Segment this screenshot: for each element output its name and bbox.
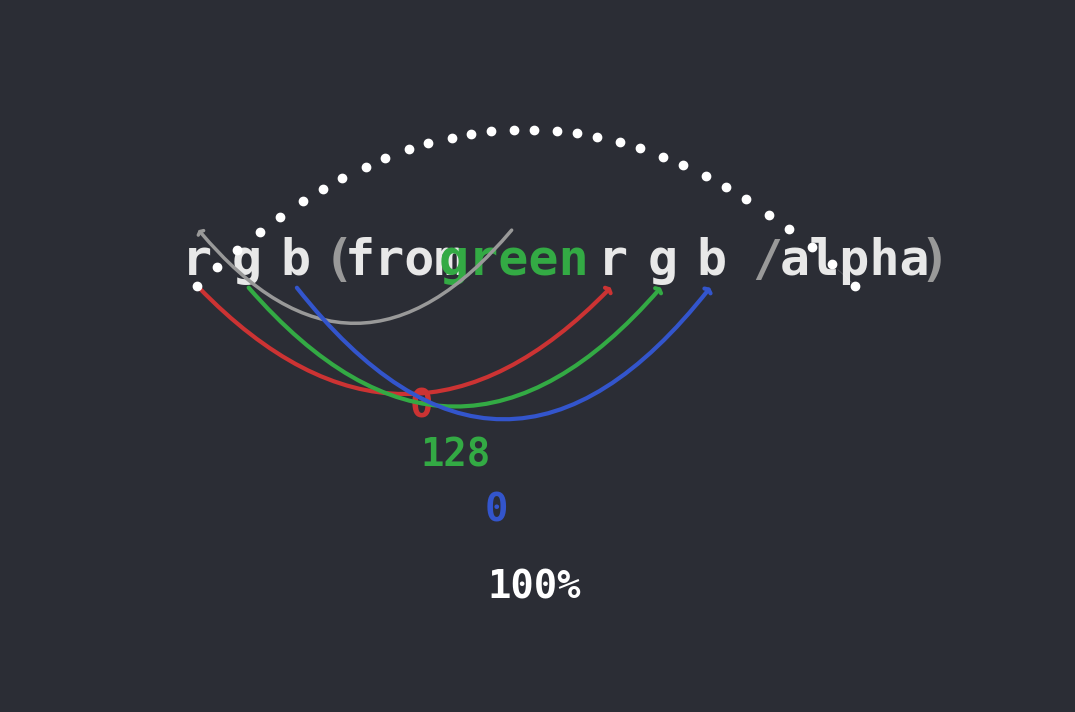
- Text: g: g: [232, 237, 262, 285]
- Text: (: (: [324, 237, 354, 285]
- Text: green: green: [439, 237, 589, 285]
- Text: b: b: [697, 237, 727, 285]
- Text: g: g: [647, 237, 677, 285]
- Text: alpha: alpha: [779, 237, 930, 285]
- Text: from: from: [345, 237, 465, 285]
- Text: 0: 0: [485, 491, 508, 529]
- Text: 128: 128: [420, 436, 490, 474]
- Text: ): ): [919, 237, 949, 285]
- Text: r: r: [598, 237, 628, 285]
- Text: 100%: 100%: [488, 568, 580, 606]
- Text: r: r: [182, 237, 212, 285]
- Text: /: /: [752, 237, 783, 285]
- Text: b: b: [281, 237, 311, 285]
- Text: 0: 0: [411, 387, 433, 425]
